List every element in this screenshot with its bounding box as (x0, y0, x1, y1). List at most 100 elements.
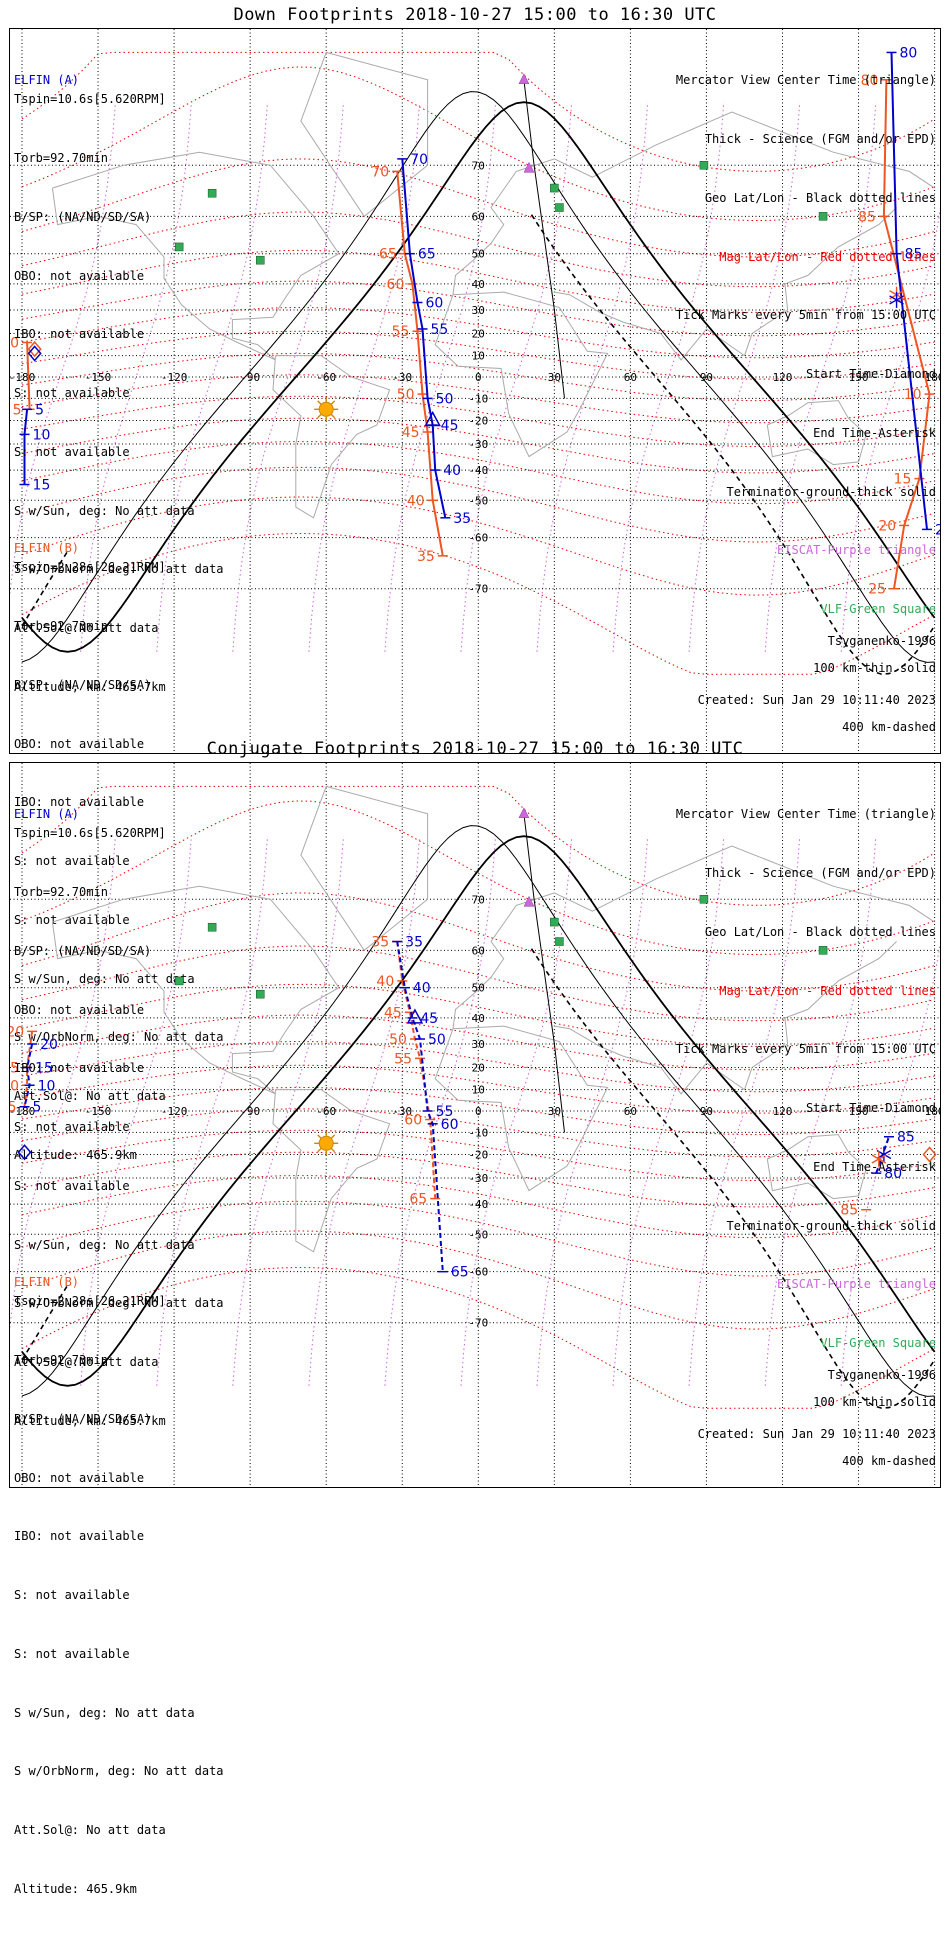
lon-tick-label: 180 (925, 371, 940, 384)
mag-lat-line (21, 892, 935, 992)
start-diamond-icon (17, 1144, 32, 1161)
vlf-square-icon (256, 255, 265, 265)
sat-a-track-tick-label: 45 (441, 418, 459, 434)
sat-a-line: S: not available (14, 1178, 130, 1193)
lon-tick-label: -120 (161, 1105, 188, 1118)
terminator-ground (21, 835, 936, 1387)
sat-b-line: S w/OrbNorm, deg: No att data (14, 1030, 224, 1045)
coastline (300, 51, 429, 217)
legend-item: End Time-Asterisk (813, 1159, 936, 1174)
sat-a-line: IBO: not available (14, 1061, 145, 1076)
coastline (766, 1134, 867, 1200)
legend-item: Start Time-Diamond (805, 367, 936, 382)
start-diamond-icon (922, 1146, 937, 1163)
axis-labels: -180 -150 -120 -90 -60 -30 0 30 60 90 120 150 180 70 6… (10, 893, 940, 1329)
sat-a-line: S w/Sun, deg: No att data (14, 503, 195, 518)
lat-tick-label: -20 (468, 1148, 488, 1161)
center-time-triangle-icon (406, 1008, 424, 1024)
sat-b-line: Altitude: 465.9km (14, 1882, 137, 1896)
legend-item: Terminator-ground-thick solid (726, 1218, 936, 1233)
lat-tick-label: 70 (472, 893, 485, 906)
sat-a-track-tick-label: 65 (418, 247, 436, 263)
legend-item: Mercator View Center Time (triangle) (675, 807, 936, 822)
coastline (452, 111, 935, 295)
lon-tick-label: -150 (85, 1105, 112, 1118)
vlf-square-icon (207, 188, 217, 198)
mag-lat-line (21, 211, 935, 288)
coastlines (51, 51, 935, 519)
eiscat-triangle-icon (518, 807, 530, 819)
sat-b-line: Att.Sol@: No att data (14, 1089, 166, 1104)
terminator-100km (21, 825, 935, 1397)
sat-a-track-line (401, 158, 447, 519)
lon-tick-label: 90 (700, 371, 713, 384)
sat-a-line: S: not available (14, 1120, 130, 1135)
sat-a-line: B/SP: (NA/ND/SD/SA) (14, 943, 152, 958)
model-label: Tsyganenko-1996 (827, 634, 936, 649)
lat-tick-label: 10 (472, 1084, 485, 1097)
eiscat-triangle-icon (518, 73, 530, 85)
lon-tick-label: 60 (624, 371, 637, 384)
sat-b-line: IBO: not available (14, 1529, 145, 1544)
vlf-square-icon (699, 895, 709, 904)
lon-tick-label: -90 (240, 371, 260, 384)
sat-b-line: Torb=92.73min (14, 1352, 108, 1367)
sat-a-line: Tspin=10.6s[5.620RPM] (14, 92, 166, 107)
vlf-square-icon (818, 212, 828, 221)
mag-lat-line (21, 1230, 935, 1330)
lon-tick-label: 150 (849, 1105, 869, 1118)
coastline (272, 1089, 391, 1253)
coastline (452, 845, 935, 1029)
terminator-400km (530, 214, 936, 675)
legend-item: VLF-Green Square (820, 1336, 936, 1351)
sat-b-track-line (396, 171, 444, 556)
sat-b-track-tick-label: 55 (392, 324, 410, 340)
sat-a-track-tick-label: 20 (935, 522, 940, 538)
sat-b-line: Tspin=2.28s[26.21RPM] (14, 560, 166, 575)
mag-lat-line (21, 51, 935, 172)
coastline (766, 400, 867, 466)
sat-b-line: S: not available (14, 912, 130, 927)
vlf-square-icon (174, 242, 184, 252)
sat-a-track-tick-label: 5 (35, 402, 44, 418)
lat-tick-label: -50 (468, 494, 488, 507)
lon-tick-label: 150 (849, 371, 869, 384)
sat-a-track-tick-label: 35 (453, 511, 471, 527)
sat-a-line: Att.Sol@:No att data (14, 621, 159, 636)
coastline (554, 207, 897, 361)
legend-item: End Time-Asterisk (813, 425, 936, 440)
sun-ray (330, 1147, 336, 1153)
sat-b-track-tick-label: 85 (858, 209, 876, 225)
sat-a-track-tick-label: 10 (38, 1078, 56, 1094)
lon-tick-label: -30 (392, 371, 412, 384)
sun-ray (317, 400, 322, 405)
sat-a-track-tick-label: 55 (436, 1104, 454, 1120)
lat-tick-label: 40 (472, 278, 485, 291)
sat-b-line: S w/OrbNorm, deg: No att data (14, 1764, 224, 1779)
mag-lat-line (21, 66, 935, 222)
sat-a-line: S: not available (14, 444, 130, 459)
lat-tick-label: -50 (468, 1228, 488, 1241)
legend-item: Thick - Science (FGM and/or EPD) (704, 131, 936, 146)
sat-a-track-tick-label: 55 (431, 322, 449, 338)
lon-tick-label: 90 (700, 1105, 713, 1118)
conjugate-map-canvas: -180 -150 -120 -90 -60 -30 0 30 60 90 120 150 180 70 6… (10, 763, 940, 1487)
sat-a-line: Altitude, km: 465.7km (14, 1414, 166, 1428)
sat-a-line: IBO: not available (14, 327, 145, 342)
sun-ray (317, 413, 322, 419)
sat-b-line: B/SP: (NA/ND/SD/SA) (14, 1411, 152, 1426)
legend-item: Geo Lat/Lon - Black dotted lines (704, 190, 936, 205)
terminator-400km (530, 948, 936, 1409)
sat-a-line: OBO: not available (14, 1002, 145, 1017)
eiscat-track (523, 79, 565, 399)
vlf-square-icon (555, 203, 564, 212)
sat-b-name: ELFIN (B) (14, 1275, 80, 1290)
sat-a-track-tick-label: 20 (40, 1037, 58, 1053)
legend-item: Mag Lat/Lon - Red dotted lines (719, 249, 936, 264)
mag-lat-line (21, 800, 935, 956)
sat-b-track-line (23, 1031, 34, 1107)
sat-a-line: B/SP: (NA/ND/SD/SA) (14, 209, 152, 224)
sat-b-line: OBO: not available (14, 736, 145, 751)
lon-tick-label: -60 (316, 1105, 336, 1118)
mag-lat-line (21, 330, 935, 380)
